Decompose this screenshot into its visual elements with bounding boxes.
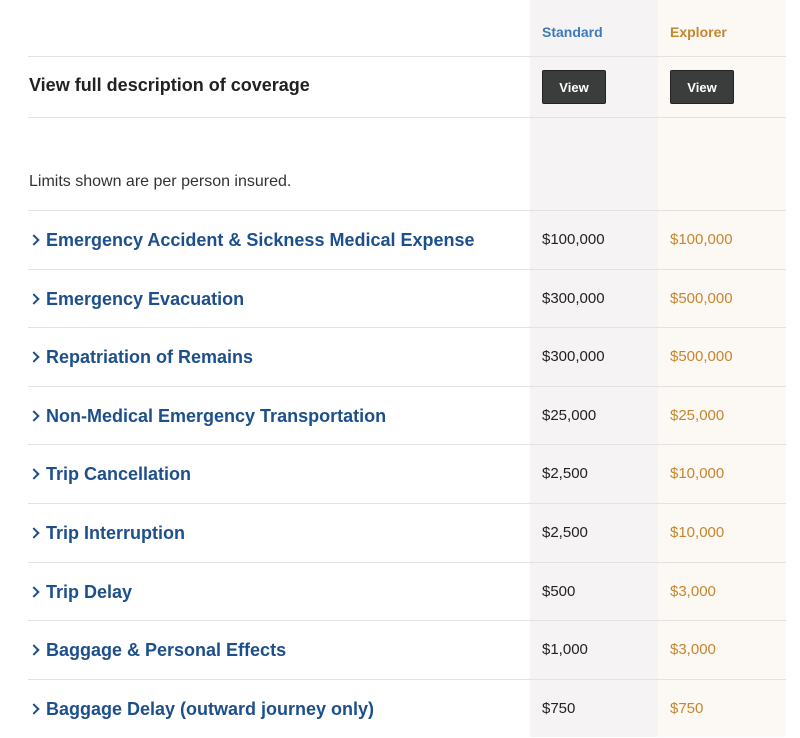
chevron-right-icon <box>28 468 40 480</box>
coverage-row[interactable]: Trip Cancellation $2,500 $10,000 <box>0 445 800 503</box>
standard-limit-value: $2,500 <box>542 465 588 482</box>
coverage-row-toggle[interactable]: Emergency Evacuation <box>28 270 245 328</box>
divider <box>28 562 786 563</box>
explorer-limit-value: $750 <box>670 700 704 717</box>
coverage-row[interactable]: Emergency Evacuation $300,000 $500,000 <box>0 270 800 328</box>
view-explorer-coverage-button[interactable]: View <box>670 70 734 104</box>
explorer-limit-value: $500,000 <box>670 290 733 307</box>
chevron-right-icon <box>28 351 40 363</box>
explorer-limit-value: $500,000 <box>670 348 733 365</box>
divider <box>28 56 786 57</box>
coverage-row-toggle[interactable]: Trip Interruption <box>28 504 185 562</box>
explorer-plan-header: Explorer <box>670 24 727 40</box>
chevron-right-icon <box>28 703 40 715</box>
explorer-limit-value: $3,000 <box>670 641 716 658</box>
divider <box>28 117 786 118</box>
chevron-right-icon <box>28 234 40 246</box>
coverage-description-title: View full description of coverage <box>29 75 310 95</box>
chevron-right-icon <box>28 527 40 539</box>
divider <box>28 327 786 328</box>
standard-limit-value: $1,000 <box>542 641 588 658</box>
explorer-limit-value: $10,000 <box>670 465 725 482</box>
chevron-right-icon <box>28 410 40 422</box>
coverage-row[interactable]: Trip Interruption $2,500 $10,000 <box>0 504 800 562</box>
coverage-row-toggle[interactable]: Baggage & Personal Effects <box>28 621 287 679</box>
coverage-row[interactable]: Baggage & Personal Effects $1,000 $3,000 <box>0 621 800 679</box>
standard-limit-value: $750 <box>542 700 576 717</box>
coverage-name: Non-Medical Emergency Transportation <box>46 406 387 426</box>
coverage-row[interactable]: Trip Delay $500 $3,000 <box>0 563 800 621</box>
standard-limit-value: $100,000 <box>542 231 605 248</box>
divider <box>28 679 786 680</box>
divider <box>28 386 786 387</box>
standard-limit-value: $500 <box>542 583 576 600</box>
coverage-name: Emergency Accident & Sickness Medical Ex… <box>46 230 475 250</box>
coverage-row[interactable]: Non-Medical Emergency Transportation $25,… <box>0 387 800 445</box>
coverage-row-toggle[interactable]: Trip Cancellation <box>28 445 192 503</box>
standard-column-background <box>530 0 658 737</box>
coverage-name: Baggage & Personal Effects <box>46 640 287 660</box>
explorer-column-background <box>658 0 786 737</box>
standard-limit-value: $300,000 <box>542 348 605 365</box>
coverage-name: Trip Cancellation <box>46 464 192 484</box>
standard-plan-header: Standard <box>542 24 603 40</box>
coverage-row-toggle[interactable]: Trip Delay <box>28 563 133 621</box>
divider <box>28 503 786 504</box>
chevron-right-icon <box>28 586 40 598</box>
coverage-name: Trip Interruption <box>46 523 185 543</box>
coverage-row[interactable]: Repatriation of Remains $300,000 $500,000 <box>0 328 800 386</box>
standard-limit-value: $2,500 <box>542 524 588 541</box>
coverage-row-toggle[interactable]: Repatriation of Remains <box>28 328 254 386</box>
coverage-name: Emergency Evacuation <box>46 289 245 309</box>
explorer-limit-value: $25,000 <box>670 407 725 424</box>
limits-note: Limits shown are per person insured. <box>29 173 292 190</box>
coverage-row[interactable]: Emergency Accident & Sickness Medical Ex… <box>0 211 800 269</box>
coverage-name: Baggage Delay (outward journey only) <box>46 699 375 719</box>
divider <box>28 269 786 270</box>
explorer-limit-value: $3,000 <box>670 583 716 600</box>
view-standard-coverage-button[interactable]: View <box>542 70 606 104</box>
standard-limit-value: $25,000 <box>542 407 597 424</box>
coverage-row-toggle[interactable]: Emergency Accident & Sickness Medical Ex… <box>28 211 475 269</box>
chevron-right-icon <box>28 293 40 305</box>
coverage-row[interactable]: Baggage Delay (outward journey only) $750… <box>0 680 800 738</box>
explorer-limit-value: $10,000 <box>670 524 725 541</box>
divider <box>28 210 786 211</box>
chevron-right-icon <box>28 644 40 656</box>
divider <box>28 444 786 445</box>
coverage-row-toggle[interactable]: Non-Medical Emergency Transportation <box>28 387 387 445</box>
standard-limit-value: $300,000 <box>542 290 605 307</box>
coverage-name: Repatriation of Remains <box>46 347 254 367</box>
coverage-row-toggle[interactable]: Baggage Delay (outward journey only) <box>28 680 375 738</box>
explorer-limit-value: $100,000 <box>670 231 733 248</box>
divider <box>28 620 786 621</box>
coverage-name: Trip Delay <box>46 582 133 602</box>
